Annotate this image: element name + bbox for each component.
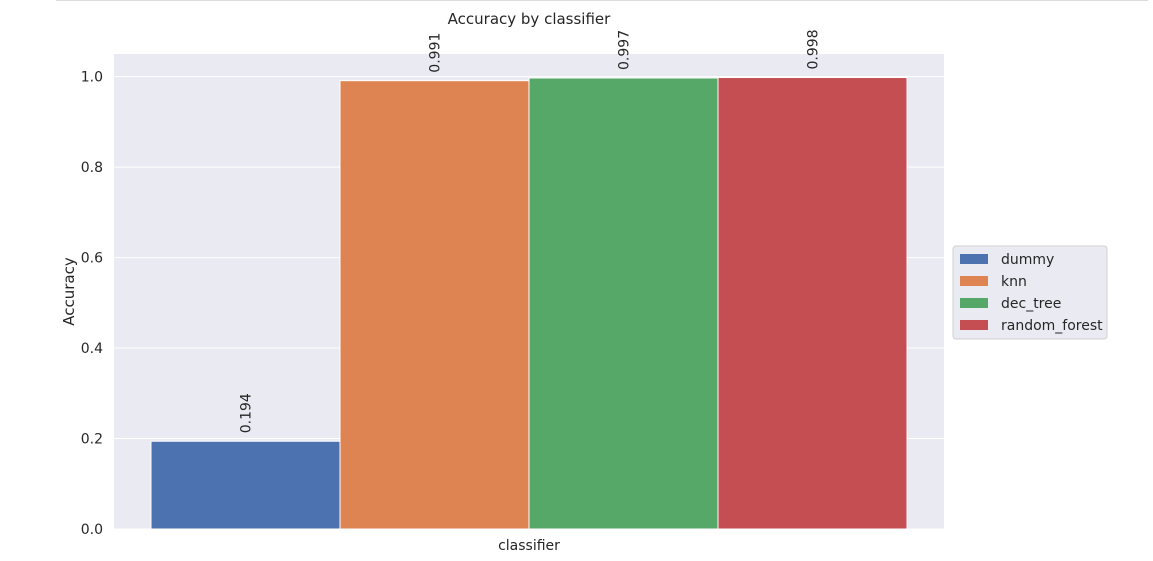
legend-swatch	[960, 254, 988, 264]
data-labels: 0.194 0.991 0.997 0.998	[239, 29, 822, 433]
y-tick-label: 0.6	[81, 251, 103, 267]
data-label: 0.991	[428, 33, 444, 73]
chart-title: Accuracy by classifier	[448, 10, 611, 28]
y-tick-label: 0.2	[81, 432, 103, 448]
bars	[150, 77, 908, 530]
y-tick-label: 1.0	[81, 70, 103, 86]
y-tick-label: 0.8	[81, 160, 103, 176]
x-axis-label: classifier	[498, 538, 560, 554]
legend-box	[952, 245, 1108, 340]
data-label: 0.998	[806, 29, 822, 69]
legend-swatch	[960, 276, 988, 286]
top-rule	[56, 0, 1148, 1]
legend-label: random_forest	[1001, 318, 1103, 334]
bar-dummy	[150, 440, 341, 530]
legend-swatch	[960, 298, 988, 308]
bar-dec-tree	[528, 77, 719, 530]
legend: dummy knn dec_tree random_forest	[952, 245, 1108, 340]
bar-random-forest	[717, 77, 908, 530]
legend-swatch	[960, 320, 988, 330]
y-axis-label: Accuracy	[60, 257, 78, 326]
legend-label: dec_tree	[1001, 296, 1061, 312]
data-label: 0.194	[239, 393, 255, 433]
legend-label: dummy	[1001, 252, 1054, 268]
data-label: 0.997	[617, 30, 633, 70]
y-tick-label: 0.4	[81, 341, 103, 357]
bar-knn	[339, 80, 530, 530]
legend-label: knn	[1001, 274, 1027, 290]
y-tick-labels: 0.0 0.2 0.4 0.6 0.8 1.0	[81, 70, 103, 538]
y-tick-label: 0.0	[81, 522, 103, 538]
